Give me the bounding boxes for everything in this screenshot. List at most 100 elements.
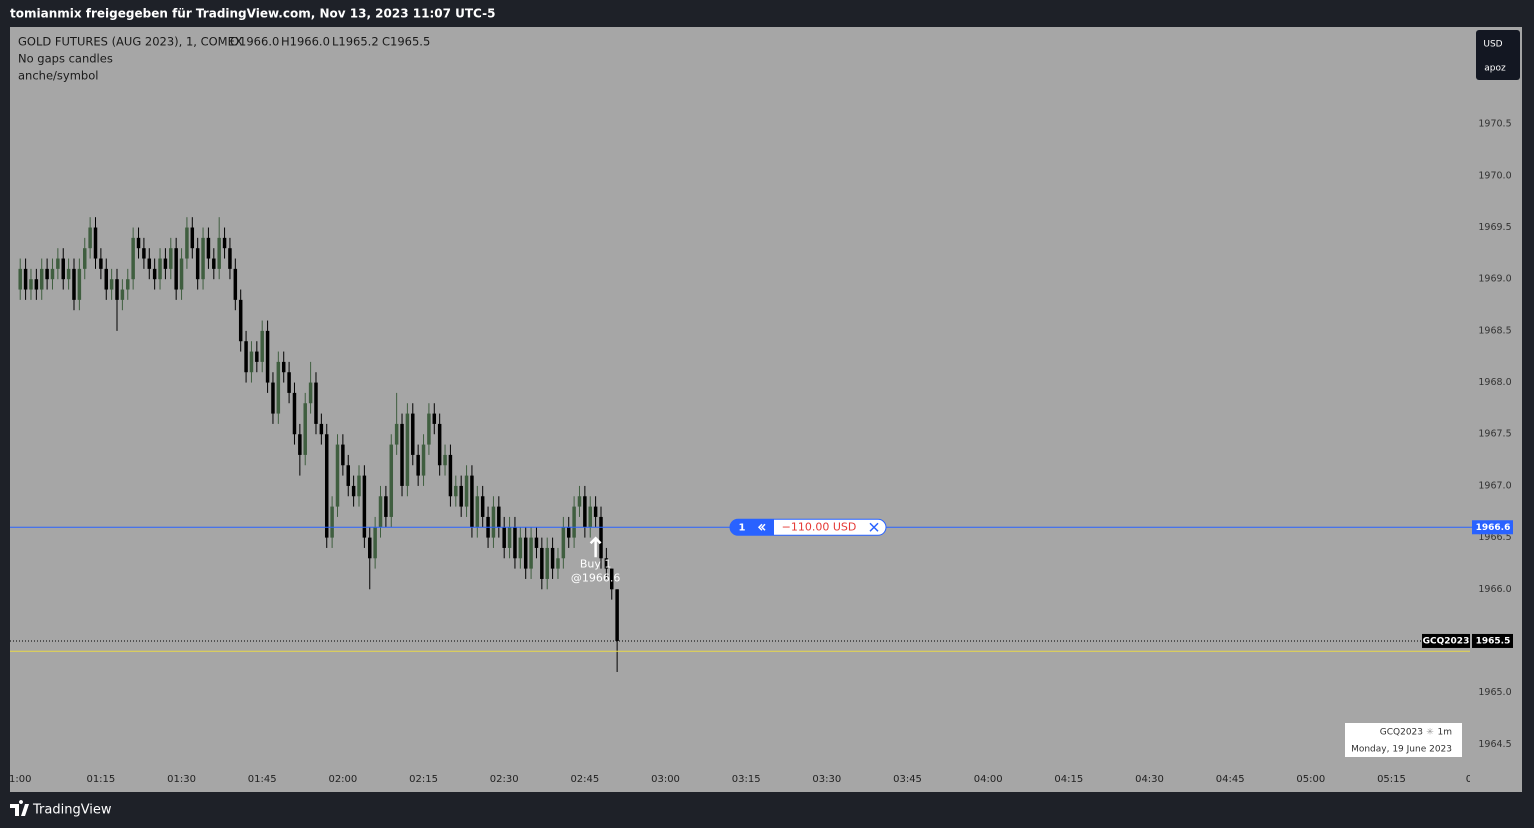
candle-body: [292, 392, 297, 435]
currency: USD: [1483, 40, 1502, 50]
position-price-tag: 1966.6: [1476, 523, 1511, 533]
x-tick-label: 02:45: [570, 774, 599, 785]
buy-arrow: [589, 536, 602, 558]
footer: TradingView: [10, 800, 112, 818]
candle-body: [400, 423, 404, 486]
indicator-label: No gaps candles: [18, 52, 113, 66]
candle-body: [421, 444, 426, 476]
x-tick-label: 05:00: [1296, 774, 1325, 785]
candle-body: [23, 268, 28, 290]
candle-body: [174, 248, 178, 290]
candle-body: [303, 403, 307, 455]
x-tick-label: 04:00: [974, 774, 1003, 785]
candle-body: [222, 237, 227, 249]
y-tick-label: 1965.0: [1478, 687, 1511, 698]
x-tick-label: 02:00: [328, 774, 357, 785]
brand: TradingView: [32, 803, 112, 818]
scale-name: apoz: [1484, 64, 1506, 74]
x-tick-label: 03:15: [732, 774, 761, 785]
candle-body: [389, 444, 394, 517]
candle-body: [206, 237, 211, 259]
y-tick-label: 1969.0: [1478, 274, 1511, 285]
candle-body: [437, 423, 442, 466]
candle-body: [34, 279, 39, 290]
x-tick-label: 03:45: [893, 774, 922, 785]
x-tick-label: 05: [1466, 774, 1479, 785]
last-price-tag-bg: [1472, 633, 1513, 648]
candle-body: [491, 506, 496, 538]
indicator-label: anche/symbol: [18, 69, 98, 83]
candle-body: [330, 506, 334, 538]
candle-body: [244, 341, 248, 373]
y-tick-label: 1968.5: [1478, 325, 1511, 336]
candle-body: [99, 258, 103, 269]
candle-body: [120, 289, 125, 300]
x-tick-label: 03:00: [651, 774, 680, 785]
candle-body: [147, 258, 152, 269]
candle-body: [195, 248, 200, 280]
close-icon[interactable]: [869, 522, 879, 532]
info-symbol: GCQ2023: [1380, 728, 1423, 738]
x-tick-label: 01:45: [248, 774, 277, 785]
ohlc-label: H1966.0: [281, 35, 330, 49]
candle-body: [93, 227, 98, 259]
candle-body: [298, 434, 302, 455]
candle-body: [518, 537, 523, 559]
x-tick-label: 04:15: [1054, 774, 1083, 785]
candle-body: [368, 537, 372, 559]
candle-body: [545, 547, 549, 579]
candle-body: [212, 258, 216, 269]
candle-body: [50, 268, 55, 280]
candle-body: [271, 382, 275, 414]
candle-body: [319, 423, 324, 435]
candle-body: [513, 527, 517, 559]
candle-body: [217, 237, 221, 269]
legend: GOLD FUTURES (AUG 2023), 1, COMEX O1966.…: [18, 35, 430, 83]
candle-body: [384, 496, 388, 517]
y-tick-label: 1964.5: [1478, 739, 1511, 750]
candle-body: [604, 558, 609, 569]
candle-body: [351, 485, 356, 497]
candle-body: [324, 434, 329, 538]
candle-body: [609, 568, 614, 590]
symbol-title: GOLD FUTURES (AUG 2023), 1, COMEX: [18, 35, 243, 49]
info-interval: 1m: [1438, 728, 1453, 738]
position-quantity: 1: [739, 522, 746, 533]
candle-body: [448, 454, 453, 497]
candle-body: [454, 485, 458, 497]
candle-body: [131, 237, 135, 280]
y-tick-label: 1968.0: [1478, 377, 1511, 388]
candle-body: [158, 258, 162, 280]
candle-body: [72, 268, 76, 300]
candle-body: [459, 485, 463, 507]
y-tick-label: 1967.0: [1478, 480, 1511, 491]
candle-body: [190, 227, 195, 249]
candle-body: [599, 516, 603, 559]
candle-body: [540, 547, 544, 579]
currency-box[interactable]: USD apoz: [1476, 30, 1520, 80]
candle-body: [373, 527, 377, 559]
position-price-tag-bg: [1472, 520, 1513, 535]
info-box: GCQ2023 ✳ 1m Monday, 19 June 2023: [1345, 723, 1462, 757]
position-widget[interactable]: 1 −110.00 USD: [729, 518, 887, 536]
candle-body: [61, 258, 65, 280]
candle-body: [66, 268, 71, 280]
candle-body: [534, 537, 539, 548]
candle-body: [308, 382, 313, 404]
candle-body: [109, 279, 114, 290]
info-star: ✳: [1426, 728, 1434, 738]
candle-body: [169, 248, 173, 269]
candle-body: [405, 413, 410, 486]
chart-background: [10, 27, 1522, 792]
candle-body: [566, 527, 571, 538]
position-quantity-bg: [730, 519, 774, 536]
candle-body: [561, 527, 566, 559]
x-tick-label: 1:00: [9, 774, 31, 785]
reverse-icon[interactable]: [757, 523, 766, 531]
candle-body: [142, 248, 146, 259]
candle-body: [583, 496, 587, 528]
candle-body: [615, 589, 619, 641]
candle-body: [593, 506, 598, 517]
logo: [10, 800, 29, 816]
